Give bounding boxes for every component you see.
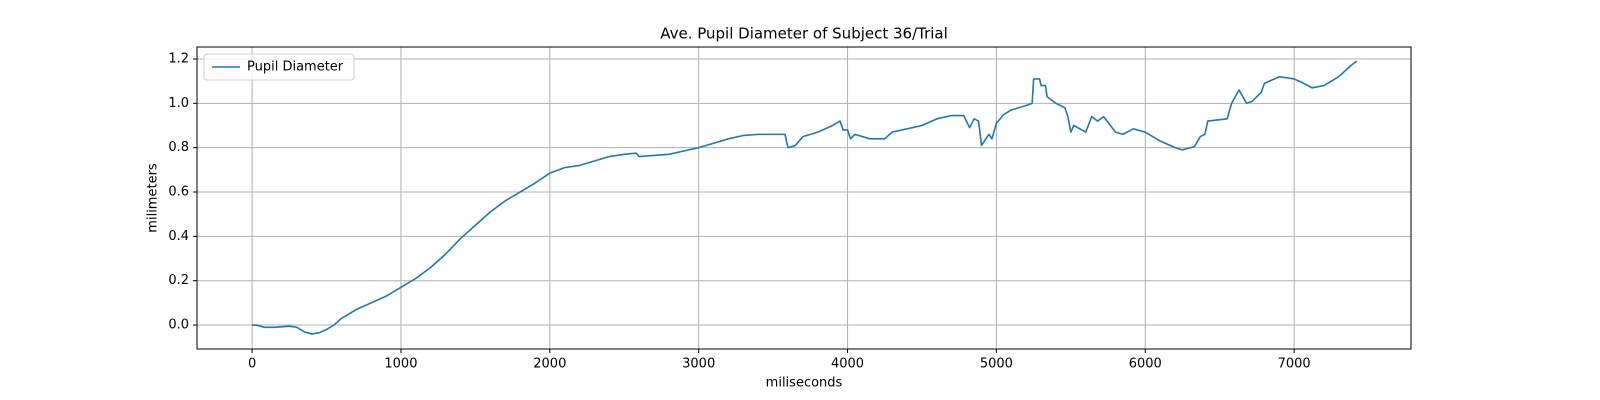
x-tick-label: 6000 bbox=[1129, 357, 1162, 372]
y-tick-label: 1.0 bbox=[168, 96, 189, 111]
x-tick-label: 3000 bbox=[682, 357, 715, 372]
data-line bbox=[252, 60, 1358, 335]
y-tick-label: 1.2 bbox=[168, 51, 189, 66]
x-tick-label: 4000 bbox=[831, 357, 864, 372]
y-tick-label: 0.2 bbox=[168, 273, 189, 288]
y-axis-label: milimeters bbox=[146, 163, 161, 233]
x-tick-label: 1000 bbox=[384, 357, 417, 372]
legend-box bbox=[203, 53, 355, 81]
x-tick-label: 2000 bbox=[533, 357, 566, 372]
x-tick-label: 5000 bbox=[980, 357, 1013, 372]
x-axis-label: miliseconds bbox=[766, 376, 843, 391]
y-tick-label: 0.8 bbox=[168, 140, 189, 155]
legend-label: Pupil Diameter bbox=[247, 60, 344, 75]
y-tick-label: 0.0 bbox=[168, 318, 189, 333]
chart-title: Ave. Pupil Diameter of Subject 36/Trial bbox=[660, 25, 948, 43]
x-tick-label: 0 bbox=[248, 357, 256, 372]
y-tick-label: 0.4 bbox=[168, 229, 189, 244]
x-tick-label: 7000 bbox=[1278, 357, 1311, 372]
y-tick-label: 0.6 bbox=[168, 185, 189, 200]
plot-frame bbox=[196, 46, 1412, 350]
